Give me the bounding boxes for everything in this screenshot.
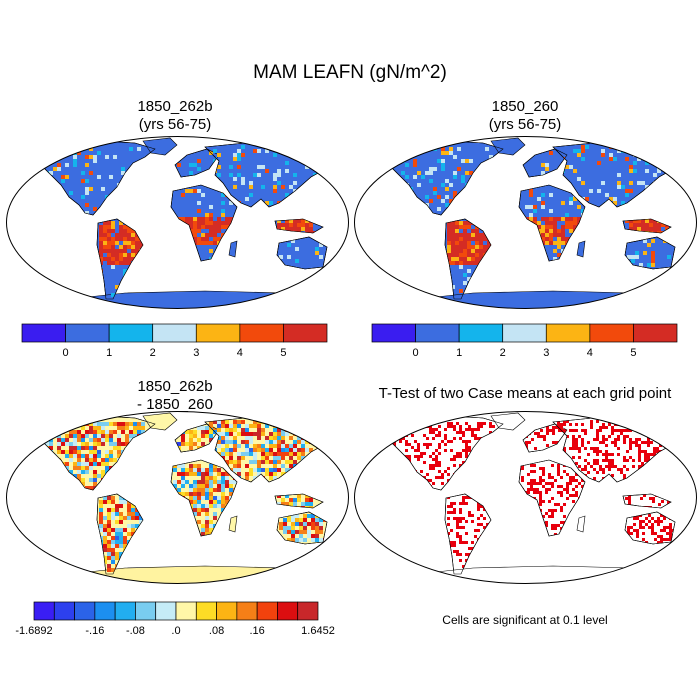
colorbar-1-tick-label: 3 [193, 347, 199, 359]
colorbar-3-swatch [195, 601, 217, 621]
colorbar-1-tick-label: 1 [106, 347, 112, 359]
colorbar-1-swatch [195, 323, 241, 343]
colorbar-1-tick-label: 0 [63, 347, 69, 359]
map-border [6, 136, 349, 309]
colorbar-2-swatch [415, 323, 460, 343]
colorbar-3-tick-label: -.16 [85, 625, 104, 637]
panel-3-title-line1: 1850_262b [137, 378, 213, 395]
colorbar-2-tick-label: 5 [630, 347, 636, 359]
colorbar-2-swatch [589, 323, 634, 343]
colorbar-1-swatch [108, 323, 154, 343]
colorbar-3-swatch [175, 601, 197, 621]
colorbar-2-swatch [371, 323, 416, 343]
panel-1-title-line1: 1850_262b [137, 98, 213, 115]
colorbar-1-tick-label: 2 [150, 347, 156, 359]
colorbar-3-swatch [94, 601, 116, 621]
colorbar-3-tick-label: 1.6452 [301, 625, 335, 637]
colorbar-2-swatch [502, 323, 547, 343]
colorbar-2-tick-label: 3 [543, 347, 549, 359]
colorbar-1-swatch [65, 323, 110, 343]
colorbar-3-swatch [236, 601, 258, 621]
colorbar-3-tick-label: .16 [249, 625, 264, 637]
figure-title: MAM LEAFN (gN/m^2) [253, 62, 447, 83]
map-border [354, 411, 697, 584]
field-australia [279, 239, 323, 263]
colorbar-1-swatch [21, 323, 66, 343]
land-madagascar [228, 240, 238, 258]
map-panel-1850-260 [354, 136, 697, 309]
map-panel-1850-262b [6, 136, 349, 309]
colorbar-3-swatch [277, 601, 299, 621]
colorbar-3-swatch [74, 601, 96, 621]
land-greenland [490, 412, 526, 431]
colorbar-3-swatch [114, 601, 136, 621]
panel-title-3: 1850_262b - 1850_260 [75, 378, 275, 414]
colorbar-3-swatch [155, 601, 177, 621]
colorbar-3-swatch [33, 601, 55, 621]
panel-2-title-line1: 1850_260 [491, 98, 559, 115]
colorbar-3-swatch [135, 601, 157, 621]
colorbar-2-tick-label: 4 [587, 347, 593, 359]
land-madagascar [576, 240, 586, 258]
panel-1-title-line2: (yrs 56-75) [138, 116, 212, 133]
panel-title-2: 1850_260 (yrs 56-75) [425, 98, 625, 134]
colorbar-1-tick-label: 5 [280, 347, 286, 359]
map-border [354, 136, 697, 309]
colorbar-3-tick-label: -1.6892 [15, 625, 52, 637]
map-panel-ttest [354, 411, 697, 584]
colorbar-3-tick-label: .08 [209, 625, 224, 637]
significance-note: Cells are significant at 0.1 level [442, 613, 608, 627]
colorbar-1-swatch [152, 323, 197, 343]
map-border [6, 411, 349, 584]
land-greenland [142, 412, 178, 431]
colorbar-2-swatch [633, 323, 678, 343]
panel-2-title-line2: (yrs 56-75) [488, 116, 562, 133]
land-madagascar [228, 515, 238, 533]
land-greenland [142, 137, 178, 156]
colorbar-difference: -1.6892 -.16 -.08 .0 .08 .16 1.6452 [15, 601, 335, 637]
land-madagascar [576, 515, 586, 533]
colorbar-3-swatch [297, 601, 319, 621]
panel-title-4: T-Test of two Case means at each grid po… [355, 385, 695, 403]
colorbar-3-swatch [53, 601, 75, 621]
colorbar-1-tick-label: 4 [237, 347, 243, 359]
colorbar-2-swatch [545, 323, 591, 343]
colorbar-2-tick-label: 0 [413, 347, 419, 359]
colorbar-3-swatch [216, 601, 238, 621]
colorbar-2-tick-label: 1 [456, 347, 462, 359]
land-greenland [490, 137, 526, 156]
colorbar-2-swatch [458, 323, 504, 343]
colorbar-absolute-2: 0 1 2 3 4 5 [371, 323, 678, 359]
colorbar-3-tick-label: -.08 [126, 625, 145, 637]
colorbar-3-tick-label: .0 [171, 625, 180, 637]
map-panel-difference [6, 411, 349, 584]
colorbar-1-swatch [283, 323, 328, 343]
panel-4-title-line1: T-Test of two Case means at each grid po… [378, 385, 672, 402]
colorbar-1-swatch [239, 323, 284, 343]
colorbar-absolute-1: 0 1 2 3 4 5 [21, 323, 328, 359]
colorbar-2-tick-label: 2 [500, 347, 506, 359]
panel-title-1: 1850_262b (yrs 56-75) [75, 98, 275, 134]
colorbar-3-swatch [256, 601, 278, 621]
panel-3-title-line2: - 1850_260 [137, 396, 213, 413]
